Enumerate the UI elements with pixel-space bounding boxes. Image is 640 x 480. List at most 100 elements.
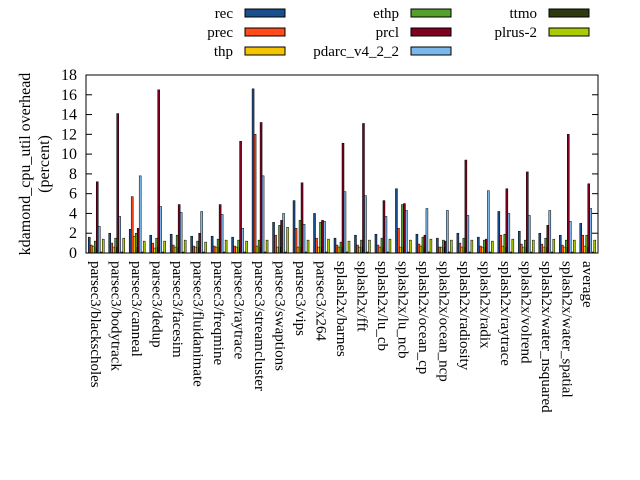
bar-pdarc_v4_2_2 (159, 206, 162, 254)
bar-thp (112, 246, 115, 254)
bar-thp (522, 246, 525, 254)
bar-prcl (505, 188, 509, 254)
bar-prcl (341, 142, 345, 254)
bar-plrus-2 (224, 239, 228, 254)
bar-prec (438, 246, 441, 254)
x-tick-label: parsec3/dedup (149, 261, 165, 348)
bar-prcl (239, 141, 242, 254)
legend-swatch-pdarc_v4_2_2 (410, 46, 452, 56)
bar-thp (542, 246, 546, 254)
x-tick-label: parsec3/canneal (128, 261, 144, 357)
bar-pdarc_v4_2_2 (282, 213, 285, 254)
bar-plrus-2 (552, 238, 556, 254)
legend-swatch-prec (244, 27, 286, 37)
x-tick-label: average (579, 261, 595, 308)
bar-prcl (567, 134, 570, 254)
bar-prec (561, 244, 564, 254)
bar-rec (149, 234, 152, 254)
bar-pdarc_v4_2_2 (200, 211, 203, 254)
plot-frame (85, 74, 599, 254)
x-tick-label: parsec3/fluidanimate (190, 261, 206, 387)
bar-prcl (526, 171, 529, 254)
bar-pdarc_v4_2_2 (528, 215, 531, 254)
y-tick-label: 18 (61, 67, 77, 84)
x-tick-label: splash2x/lu_cb (374, 261, 390, 351)
bar-rec (190, 235, 193, 254)
bar-thp (563, 246, 566, 254)
bar-prec (274, 234, 277, 254)
bar-pdarc_v4_2_2 (405, 210, 408, 254)
bar-pdarc_v4_2_2 (569, 221, 572, 254)
bar-rec (518, 230, 521, 254)
x-tick-label: parsec3/streamcluster (251, 261, 267, 391)
bar-prcl (259, 122, 263, 254)
bar-thp (399, 246, 402, 254)
bars (87, 88, 597, 254)
bar-prec (89, 244, 93, 254)
legend-label-prcl: prcl (376, 25, 399, 41)
bar-thp (153, 247, 156, 254)
bar-prec (192, 245, 195, 254)
bar-rec (415, 233, 419, 254)
bar-rec (87, 236, 91, 254)
x-tick-label: parsec3/x264 (313, 261, 329, 341)
bar-pdarc_v4_2_2 (241, 228, 244, 254)
y-label-line: (percent) (36, 135, 53, 193)
bar-plrus-2 (163, 240, 166, 254)
legend-label-prec: prec (207, 25, 233, 41)
bar-prec (130, 196, 134, 254)
bar-plrus-2 (101, 238, 105, 254)
bar-plrus-2 (265, 239, 269, 254)
x-tick-label: parsec3/raytrace (231, 261, 247, 360)
bar-prec (376, 244, 380, 254)
legend-label-ttmo: ttmo (509, 6, 537, 22)
bar-pdarc_v4_2_2 (548, 210, 552, 254)
bar-rec (559, 234, 562, 254)
bar-rec (169, 233, 173, 254)
bar-prec (356, 244, 359, 254)
legend-swatch-thp (244, 46, 286, 56)
bar-prec (520, 243, 523, 254)
bar-thp (419, 245, 423, 254)
bar-ethp (401, 204, 404, 254)
bar-thp (358, 246, 361, 254)
bar-prec (479, 245, 482, 254)
x-tick-label: splash2x/raytrace (497, 261, 513, 366)
bar-prec (110, 242, 113, 254)
bar-pdarc_v4_2_2 (384, 216, 388, 254)
bar-plrus-2 (450, 239, 453, 254)
bar-prcl (157, 89, 160, 254)
bar-pdarc_v4_2_2 (446, 210, 449, 254)
legend-label-ethp: ethp (373, 6, 399, 22)
x-tick-label: splash2x/ocean_ncp (435, 261, 451, 382)
x-tick-label: splash2x/barnes (333, 261, 349, 357)
bar-pdarc_v4_2_2 (466, 215, 470, 254)
bar-pdarc_v4_2_2 (425, 208, 429, 254)
bar-prec (499, 234, 503, 254)
y-label-line: kdamond_cpu_util overhead (17, 73, 34, 256)
bar-plrus-2 (470, 239, 474, 254)
bar-pdarc_v4_2_2 (323, 221, 326, 254)
x-tick-label: parsec3/vips (292, 261, 308, 336)
bar-thp (296, 246, 300, 254)
bar-prec (417, 243, 421, 254)
bar-plrus-2 (204, 241, 207, 254)
bar-rec (272, 222, 275, 254)
x-tick-label: splash2x/radix (476, 261, 492, 349)
bar-rec (313, 213, 316, 254)
x-tick-label: splash2x/radiosity (456, 261, 472, 371)
y-tick-label: 4 (69, 205, 77, 222)
bar-prec (233, 245, 236, 254)
y-tick-label: 8 (69, 166, 77, 183)
bar-pdarc_v4_2_2 (507, 213, 511, 254)
bar-pdarc_v4_2_2 (97, 226, 101, 254)
bar-plrus-2 (593, 239, 597, 254)
y-tick-label: 10 (61, 146, 77, 163)
bar-plrus-2 (286, 227, 289, 254)
bar-prcl (382, 200, 386, 254)
bar-pdarc_v4_2_2 (220, 214, 224, 254)
x-tick-label: splash2x/ocean_cp (415, 261, 431, 374)
bar-thp (440, 246, 443, 254)
bar-thp (501, 245, 505, 254)
